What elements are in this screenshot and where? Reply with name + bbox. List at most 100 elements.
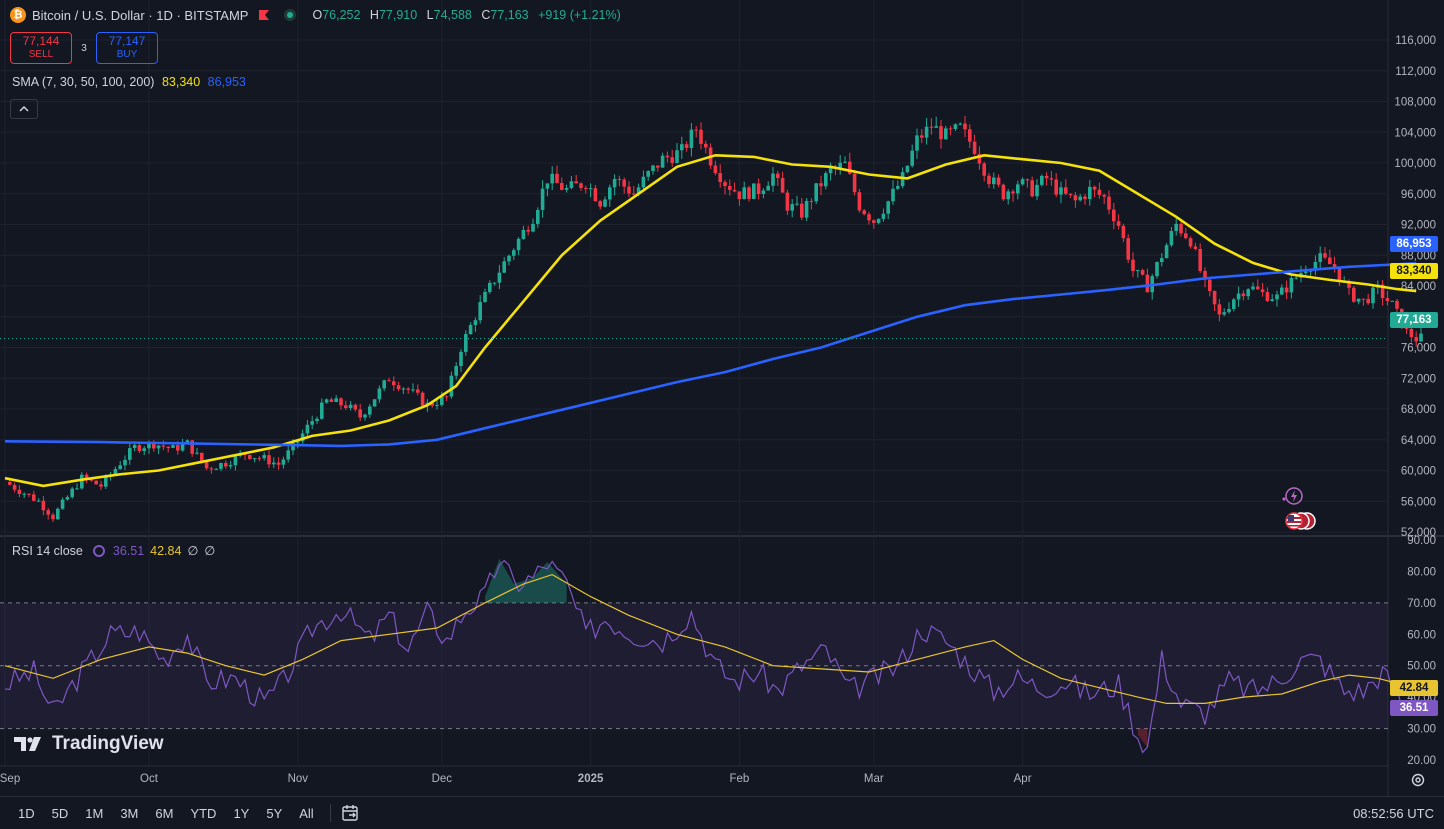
candle-body bbox=[896, 186, 900, 189]
range-3m-button[interactable]: 3M bbox=[120, 805, 139, 821]
price-chart[interactable]: 52,000 56,000 60,000 64,000 68,000 72,000 76,0… bbox=[0, 0, 1444, 796]
candle-body bbox=[838, 162, 842, 168]
candle-body bbox=[747, 187, 751, 199]
candle-body bbox=[876, 218, 881, 223]
rsi-tick-label: 60.00 bbox=[1407, 629, 1436, 641]
range-5y-button[interactable]: 5Y bbox=[266, 805, 283, 821]
candle-body bbox=[1184, 233, 1188, 239]
sell-button[interactable]: 77,144 SELL bbox=[10, 32, 72, 64]
candle-body bbox=[56, 508, 60, 520]
symbol-title[interactable]: Bitcoin / U.S. Dollar · 1D · BITSTAMP bbox=[32, 7, 249, 23]
candle-body bbox=[99, 484, 103, 487]
candle-body bbox=[1097, 189, 1102, 195]
candle-body bbox=[444, 396, 449, 398]
candle-body bbox=[1280, 287, 1284, 295]
rsi-settings-icon[interactable] bbox=[92, 544, 105, 557]
candle-body bbox=[1059, 187, 1063, 195]
candle-body bbox=[1169, 231, 1174, 246]
rsi-legend[interactable]: RSI 14 close 36.51 42.84 ∅ ∅ bbox=[12, 543, 216, 559]
candle-body bbox=[737, 191, 742, 200]
candle-body bbox=[1131, 259, 1135, 272]
lightning-event-icon[interactable] bbox=[1280, 487, 1306, 505]
candle-body bbox=[689, 129, 694, 149]
candle-body bbox=[944, 128, 948, 140]
candle-body bbox=[1011, 191, 1015, 194]
gear-icon[interactable] bbox=[1410, 772, 1426, 788]
candle-body bbox=[492, 282, 497, 284]
candle-body bbox=[377, 388, 382, 400]
candle-body bbox=[1270, 299, 1274, 301]
candle-body bbox=[60, 499, 65, 509]
candle-body bbox=[507, 255, 511, 262]
candle-body bbox=[972, 141, 977, 154]
candle-body bbox=[1107, 196, 1111, 210]
candle-body bbox=[771, 173, 775, 186]
candle-body bbox=[363, 414, 367, 418]
candle-body bbox=[857, 192, 862, 211]
candle-body bbox=[17, 489, 22, 494]
candle-body bbox=[12, 484, 17, 490]
candle-body bbox=[286, 450, 290, 460]
candle-body bbox=[1232, 299, 1236, 309]
candle-body bbox=[1078, 196, 1082, 201]
us-economic-events-icon[interactable] bbox=[1282, 511, 1318, 531]
candle-body bbox=[651, 165, 655, 172]
flag-icon[interactable] bbox=[258, 9, 270, 21]
candle-body bbox=[756, 183, 761, 194]
range-6m-button[interactable]: 6M bbox=[155, 805, 174, 821]
candle-body bbox=[1222, 312, 1226, 315]
sma-legend[interactable]: SMA (7, 30, 50, 100, 200) 83,340 86,953 bbox=[12, 75, 246, 89]
collapse-legend-button[interactable] bbox=[10, 99, 38, 119]
candle-body bbox=[262, 455, 266, 459]
candle-body bbox=[89, 479, 94, 481]
range-all-button[interactable]: All bbox=[299, 805, 314, 821]
candle-body bbox=[929, 126, 934, 128]
candle-body bbox=[195, 452, 199, 454]
candle-body bbox=[713, 165, 718, 174]
candle-body bbox=[723, 182, 727, 186]
buy-button[interactable]: 77,147 BUY bbox=[96, 32, 158, 64]
price-tick-label: 100,000 bbox=[1394, 158, 1436, 170]
toolbar-divider bbox=[329, 804, 331, 822]
candle-body bbox=[1083, 196, 1087, 200]
sma50-price-tag: 83,340 bbox=[1390, 263, 1438, 279]
candle-body bbox=[1371, 287, 1375, 304]
candle-body bbox=[296, 441, 300, 443]
price-tick-label: 116,000 bbox=[1395, 35, 1436, 47]
calendar-icon[interactable] bbox=[341, 804, 359, 822]
clock[interactable]: 08:52:56 UTC bbox=[1353, 806, 1434, 821]
range-1y-button[interactable]: 1Y bbox=[233, 805, 250, 821]
candle-body bbox=[915, 135, 919, 151]
candle-body bbox=[646, 171, 650, 177]
candle-body bbox=[1332, 264, 1337, 268]
candle-body bbox=[214, 468, 218, 470]
candle-body bbox=[1337, 267, 1342, 282]
candle-body bbox=[1313, 261, 1318, 271]
candle-body bbox=[1308, 270, 1313, 272]
range-1m-button[interactable]: 1M bbox=[85, 805, 104, 821]
range-1d-button[interactable]: 1D bbox=[18, 805, 35, 821]
candle-body bbox=[584, 187, 588, 189]
candle-body bbox=[536, 209, 540, 224]
candle-body bbox=[156, 445, 161, 449]
candle-body bbox=[684, 144, 689, 149]
range-ytd-button[interactable]: YTD bbox=[190, 805, 217, 821]
price-tick-label: 96,000 bbox=[1401, 189, 1436, 201]
range-5d-button[interactable]: 5D bbox=[51, 805, 69, 821]
candle-body bbox=[382, 380, 386, 389]
candle-body bbox=[1092, 186, 1097, 190]
ohlc-values: O76,252 H77,910 L74,588 C77,163 +919 (+1… bbox=[312, 8, 621, 22]
candle-body bbox=[32, 494, 36, 501]
candle-body bbox=[569, 181, 574, 188]
candle-body bbox=[776, 173, 780, 179]
candle-body bbox=[51, 514, 55, 520]
candle-body bbox=[248, 454, 252, 459]
candle-body bbox=[555, 173, 559, 184]
tradingview-logo[interactable]: TradingView bbox=[14, 733, 164, 755]
candle-body bbox=[512, 250, 516, 256]
candle-body bbox=[497, 272, 502, 283]
candle-body bbox=[104, 475, 108, 487]
candle-body bbox=[521, 229, 526, 239]
candle-body bbox=[300, 433, 305, 442]
candle-body bbox=[540, 188, 545, 210]
